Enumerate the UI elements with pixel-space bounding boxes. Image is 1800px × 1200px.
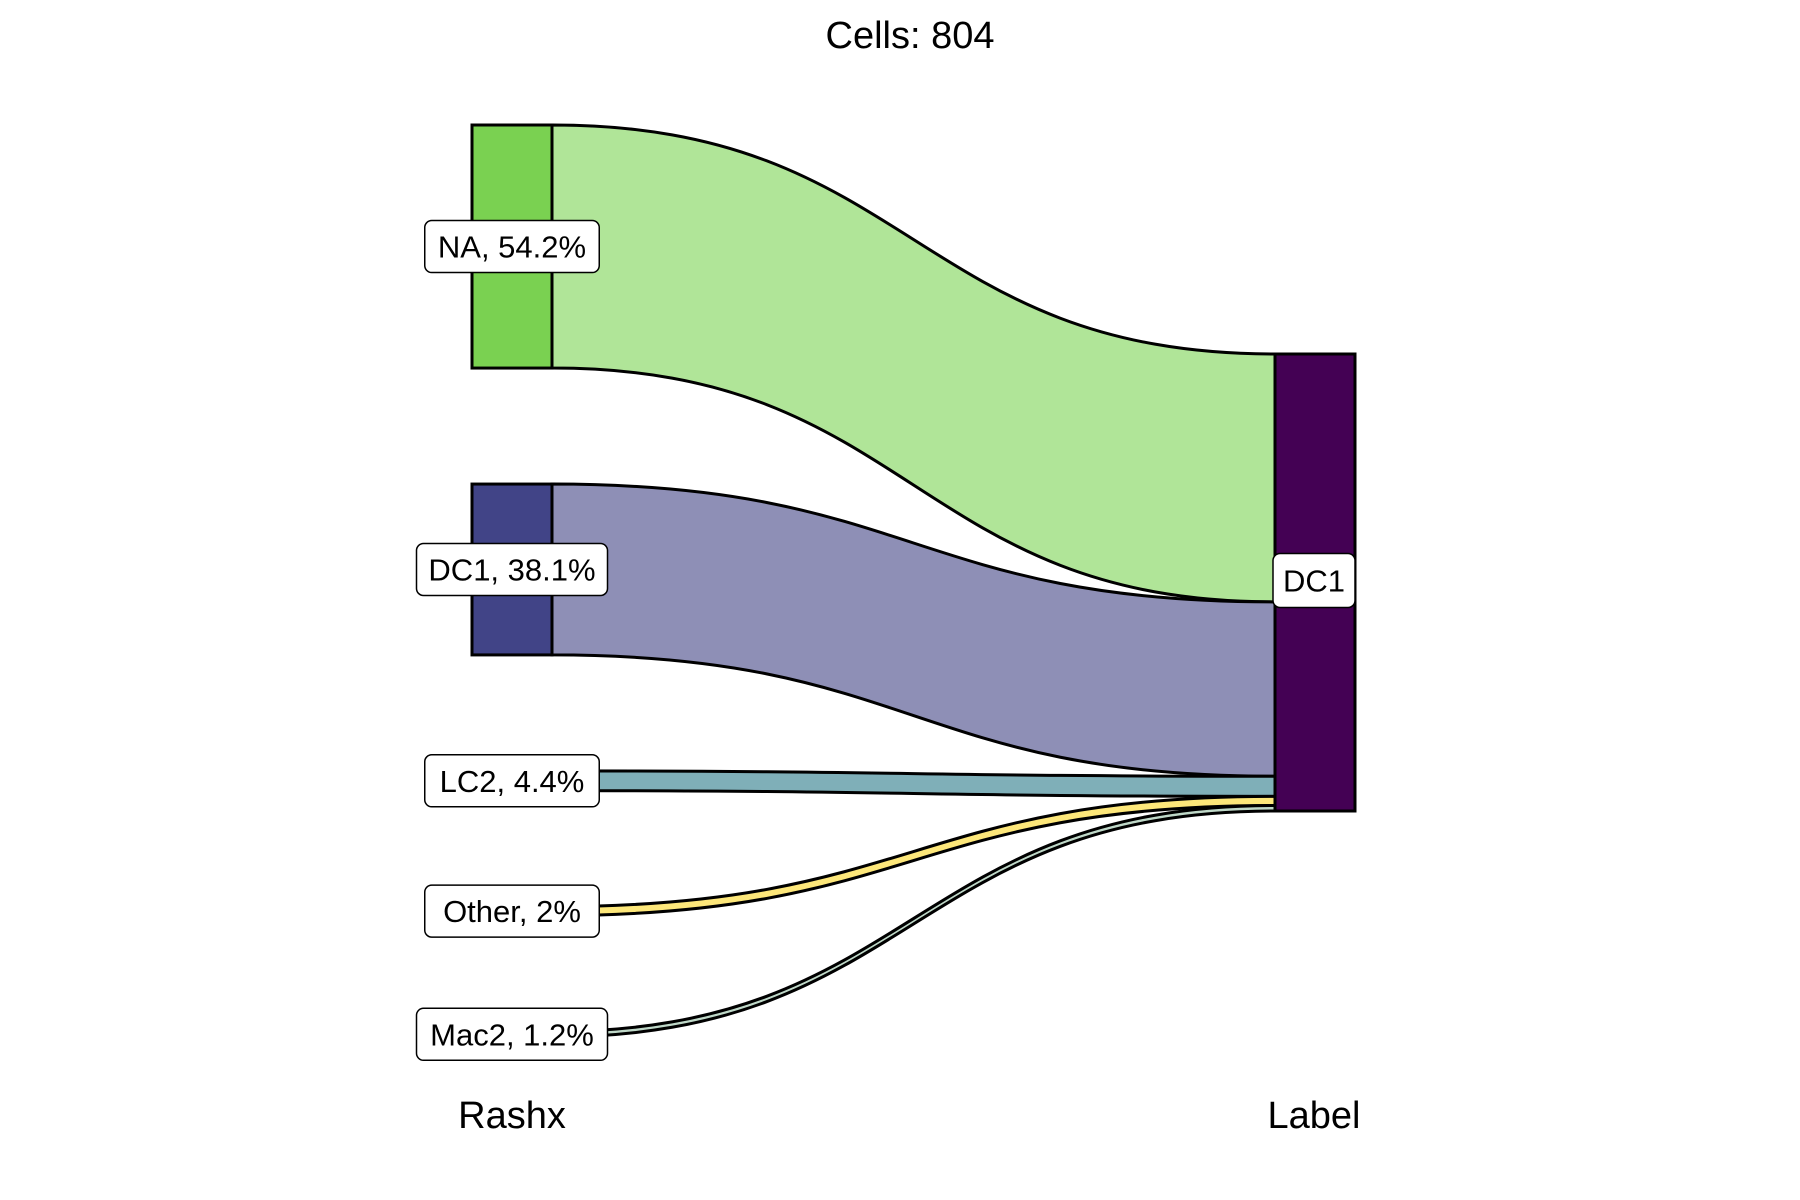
flow-mac2 [550, 804, 1277, 1039]
node-label-dc1: DC1, 38.1% [428, 552, 595, 587]
node-label-box-na [424, 219, 600, 274]
node-label-box-dc1 [415, 542, 609, 597]
node-label-other: Other, 2% [443, 894, 581, 929]
axis-label-right: Label [1268, 1095, 1361, 1137]
node-label-box-right-dc1 [1272, 552, 1356, 609]
node-label-box-lc2 [424, 754, 600, 808]
flows [550, 123, 1277, 1039]
node-label-box-other [424, 884, 600, 938]
node-label-lc2: LC2, 4.4% [440, 764, 585, 799]
chart-title: Cells: 804 [826, 15, 995, 57]
node-label-mac2: Mac2, 1.2% [430, 1017, 594, 1052]
node-label-na: NA, 54.2% [438, 230, 586, 265]
flow-lc2 [550, 769, 1277, 798]
node-labels: NA, 54.2% DC1, 38.1% LC2, 4.4% Other, 2% Mac… [415, 219, 1356, 1062]
axis-label-left: Rashx [458, 1095, 566, 1137]
node-label-box-mac2 [415, 1007, 609, 1062]
node-label-right-dc1: DC1 [1283, 564, 1345, 599]
